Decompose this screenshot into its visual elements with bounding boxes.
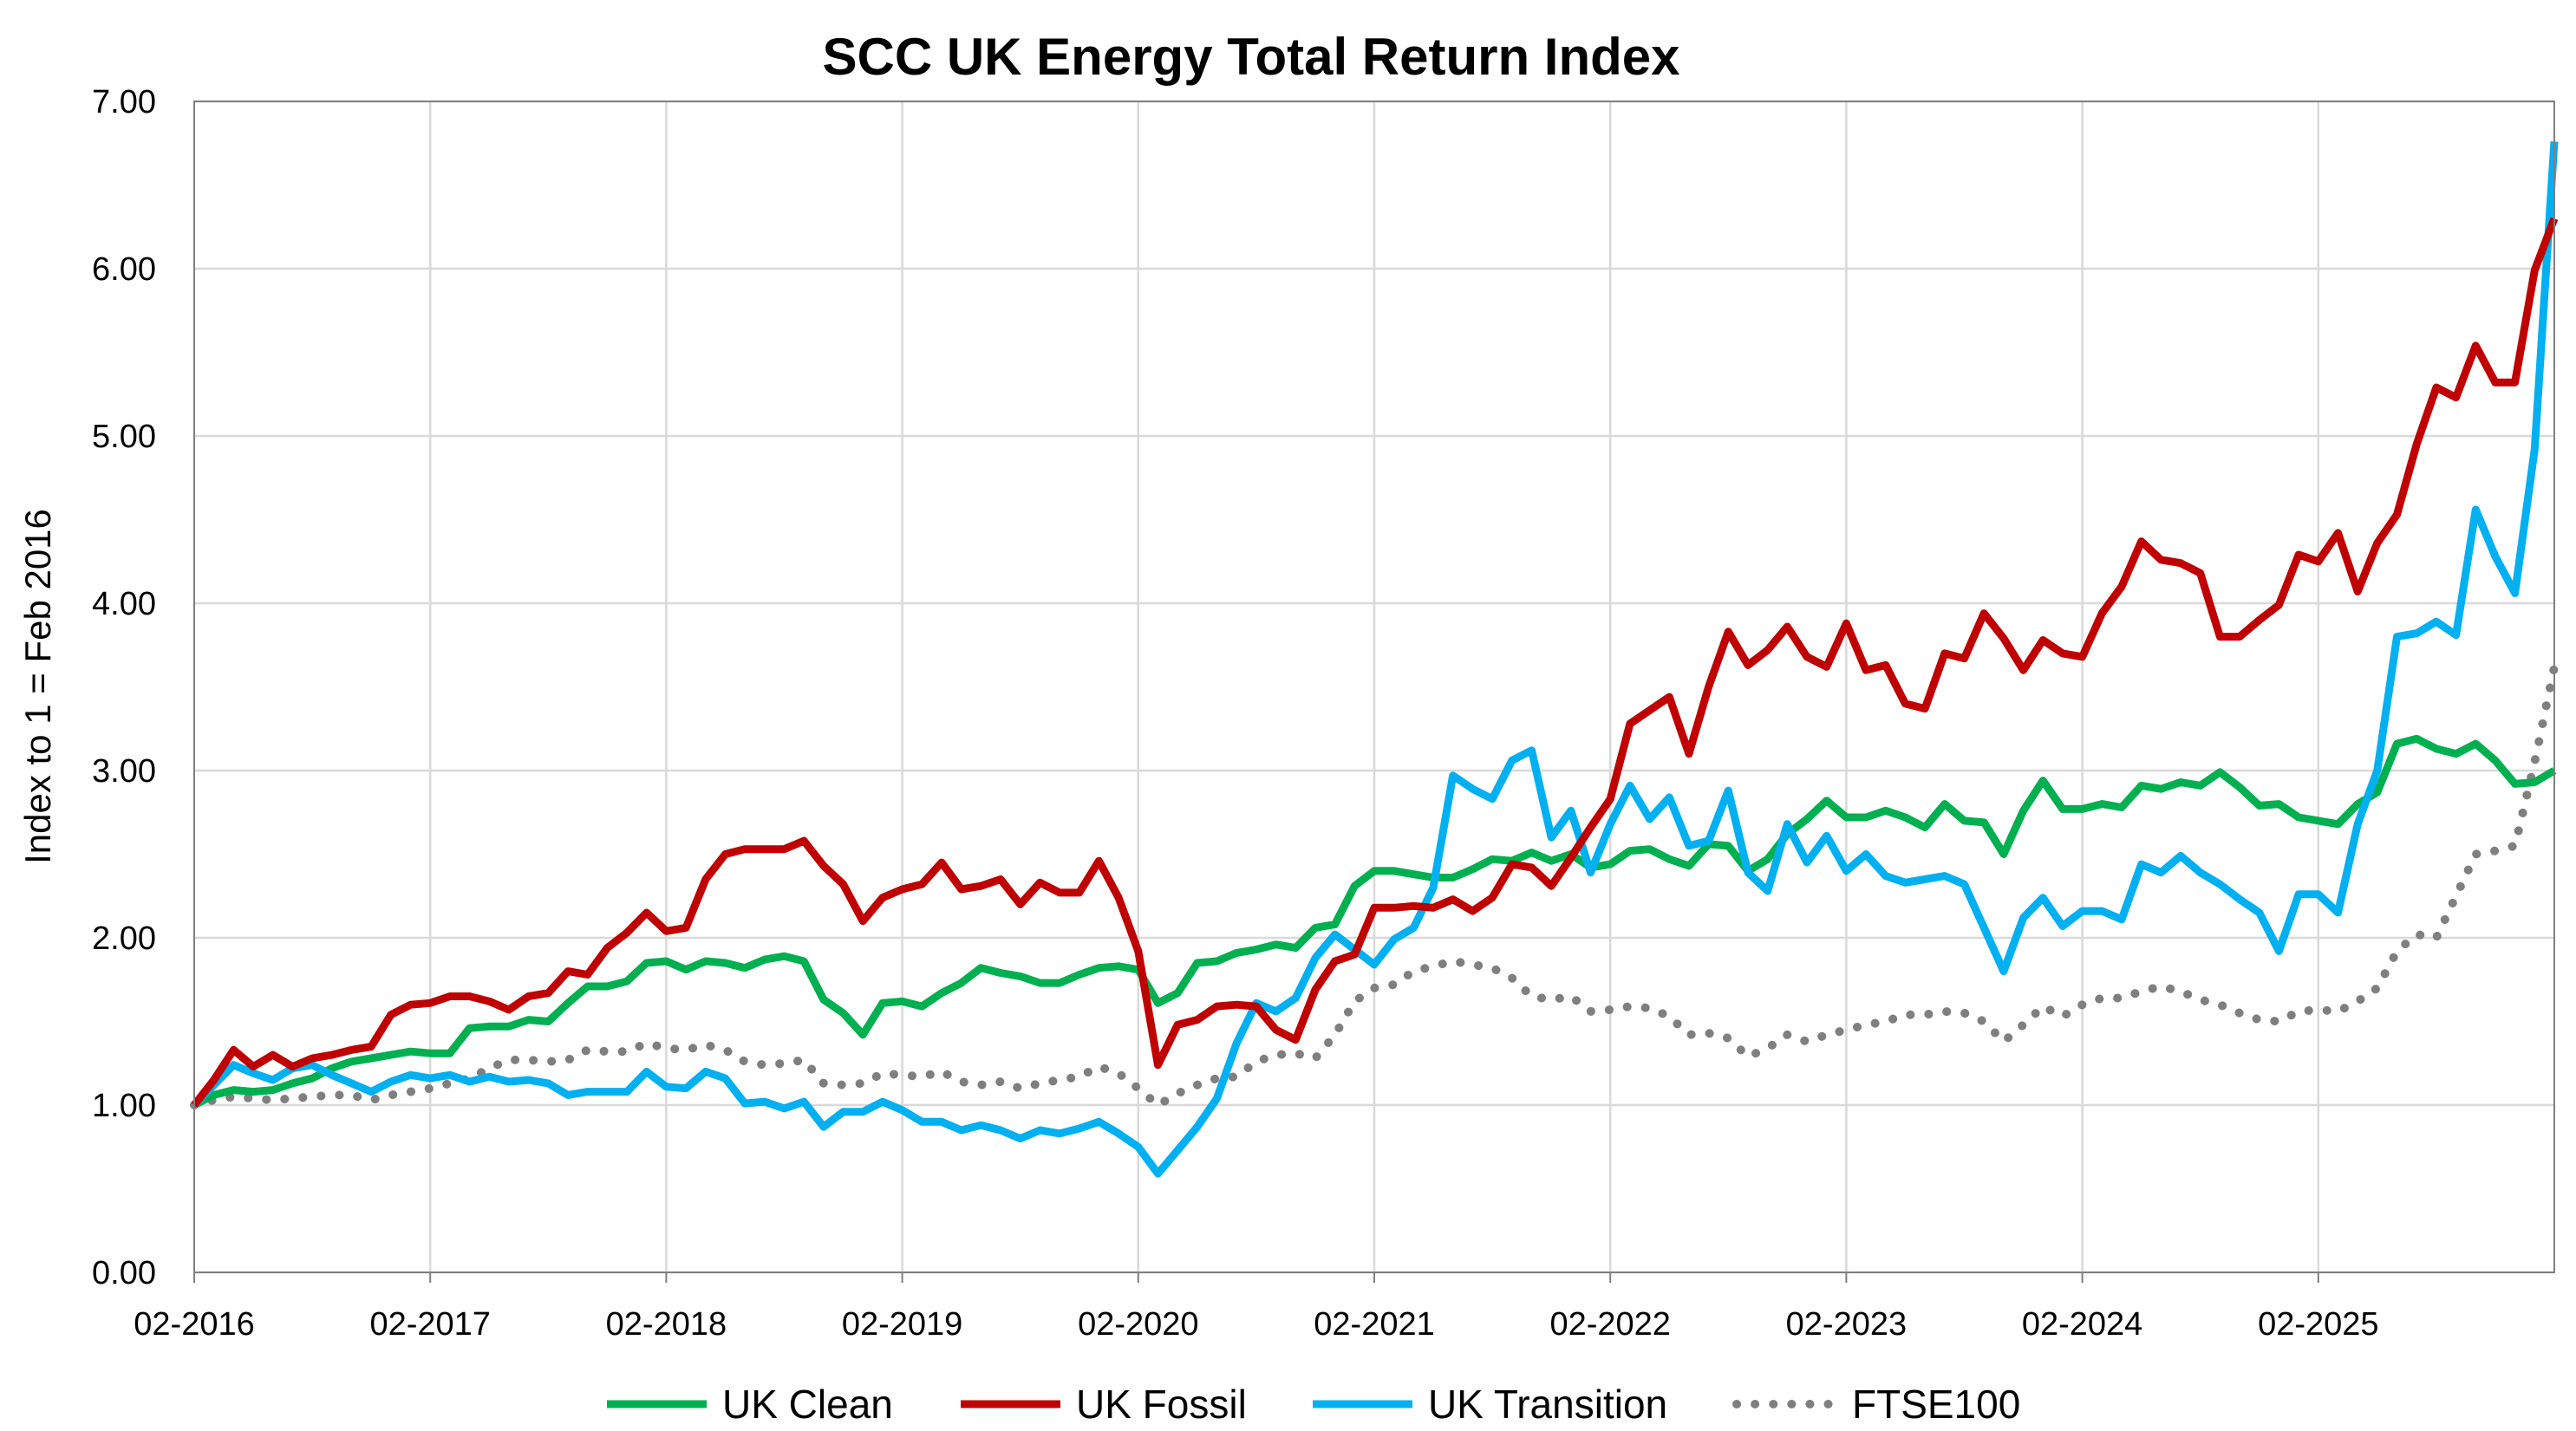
legend-label: UK Clean [722, 1382, 893, 1427]
x-tick-label: 02-2024 [2022, 1306, 2142, 1343]
legend-item: FTSE100 [1732, 1382, 2020, 1427]
gridlines [193, 100, 2554, 1283]
x-tick-label: 02-2023 [1786, 1306, 1907, 1343]
y-tick-label: 3.00 [92, 753, 156, 790]
series-line-uk-transition [191, 141, 2559, 1178]
legend: UK Clean UK Fossil UK Transition FTSE100 [607, 1382, 2020, 1427]
plot-area-border [193, 101, 2555, 1273]
chart-title: SCC UK Energy Total Return Index [822, 28, 1679, 86]
y-axis-label: Index to 1 = Feb 2016 [17, 509, 58, 864]
series-line-ftse100 [190, 662, 2559, 1109]
y-tick-label: 5.00 [92, 419, 156, 455]
y-tick-label: 0.00 [92, 1255, 156, 1291]
y-tick-label: 1.00 [92, 1088, 156, 1124]
legend-item: UK Fossil [961, 1382, 1247, 1427]
y-tick-label: 6.00 [92, 251, 156, 288]
y-tick-label: 7.00 [92, 84, 156, 120]
series-line-uk-fossil [191, 217, 2559, 1108]
x-tick-label: 02-2020 [1078, 1306, 1198, 1343]
legend-item: UK Transition [1313, 1382, 1667, 1427]
x-tick-label: 02-2022 [1549, 1306, 1670, 1343]
legend-item: UK Clean [607, 1382, 893, 1427]
series-lines [190, 141, 2559, 1178]
legend-label: FTSE100 [1852, 1382, 2020, 1427]
y-tick-label: 4.00 [92, 586, 156, 622]
x-tick-label: 02-2019 [842, 1306, 962, 1343]
x-tick-label: 02-2016 [134, 1306, 254, 1343]
y-tick-label: 2.00 [92, 920, 156, 957]
y-axis-ticks: 0.00 1.00 2.00 3.00 4.00 5.00 6.00 7.00 [92, 84, 156, 1291]
series-line-uk-clean [192, 734, 2557, 1109]
x-tick-label: 02-2025 [2258, 1306, 2378, 1343]
legend-label: UK Transition [1428, 1382, 1667, 1427]
x-tick-label: 02-2017 [369, 1306, 490, 1343]
x-tick-label: 02-2021 [1314, 1306, 1434, 1343]
legend-label: UK Fossil [1076, 1382, 1247, 1427]
x-tick-label: 02-2018 [606, 1306, 727, 1343]
x-axis-ticks: 02-2016 02-2017 02-2018 02-2019 02-2020 02-20… [134, 1306, 2378, 1343]
